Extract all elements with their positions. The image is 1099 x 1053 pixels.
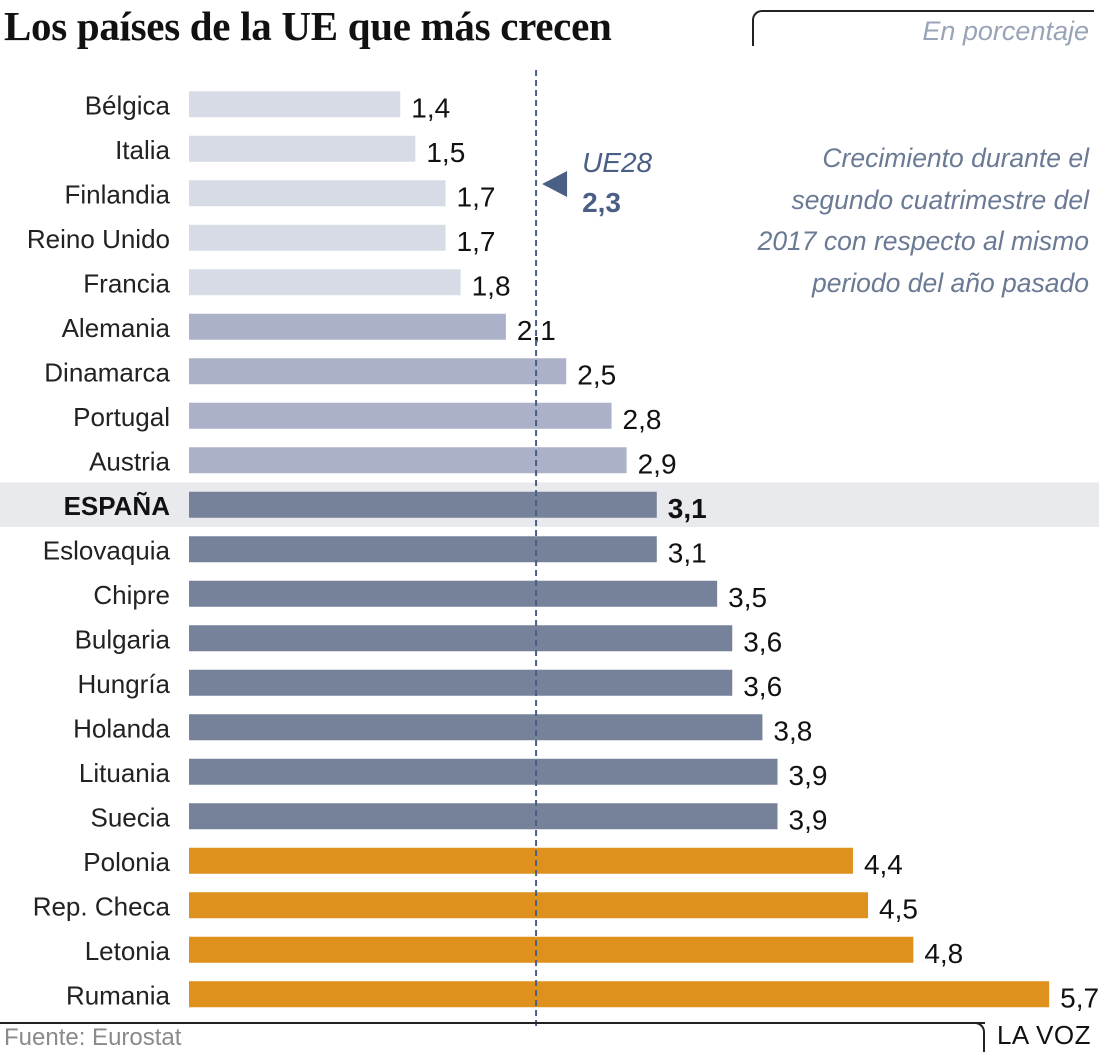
- value-label: 1,7: [457, 226, 496, 257]
- bar: [189, 269, 461, 296]
- value-label: 3,1: [668, 537, 707, 568]
- category-label: Austria: [89, 446, 170, 476]
- labels: Bélgica 1,4 Italia 1,5 Finlandia 1,7 Reino Uni…: [27, 90, 1099, 1013]
- value-label: 1,7: [457, 181, 496, 212]
- title-bracket: [752, 10, 1094, 46]
- category-label: Alemania: [62, 313, 171, 343]
- value-label: 4,5: [879, 893, 918, 924]
- footer-divider: [0, 1022, 985, 1024]
- category-label: Polonia: [83, 847, 170, 877]
- category-label: Bulgaria: [75, 624, 171, 654]
- bar: [189, 669, 733, 696]
- category-label: Dinamarca: [44, 357, 170, 387]
- category-label: Lituania: [79, 758, 171, 788]
- chart-subtitle: En porcentaje: [922, 16, 1089, 46]
- bar: [189, 803, 778, 830]
- category-label: Hungría: [78, 669, 171, 699]
- value-label: 4,4: [864, 849, 903, 880]
- chart-title: Los países de la UE que más crecen: [4, 3, 612, 49]
- value-label: 3,5: [728, 582, 767, 613]
- bar: [189, 536, 657, 563]
- value-label: 2,5: [577, 359, 616, 390]
- category-label: Letonia: [85, 936, 171, 966]
- category-label: Reino Unido: [27, 224, 170, 254]
- bar: [189, 625, 733, 652]
- bar: [189, 447, 627, 474]
- source-note: Fuente: Eurostat: [4, 1024, 182, 1051]
- brand-logo: LA VOZ: [996, 1020, 1091, 1050]
- category-label: Italia: [115, 135, 170, 165]
- bar: [189, 892, 869, 919]
- bar: [189, 313, 506, 340]
- bar: [189, 180, 446, 207]
- footer-bracket: [975, 1022, 985, 1052]
- category-label: Bélgica: [85, 90, 171, 120]
- bar: [189, 91, 401, 118]
- bar: [189, 580, 718, 607]
- value-label: 3,8: [773, 715, 812, 746]
- bar: [189, 847, 853, 874]
- value-label: 3,9: [789, 760, 828, 791]
- value-label: 1,4: [411, 92, 450, 123]
- value-label: 1,5: [426, 137, 465, 168]
- category-label: Eslovaquia: [43, 535, 171, 565]
- bar: [189, 758, 778, 785]
- category-label: Suecia: [91, 802, 171, 832]
- category-label: Chipre: [93, 580, 170, 610]
- chart-note: Crecimiento durante el segundo cuatrimes…: [757, 143, 1089, 298]
- bar: [189, 135, 416, 162]
- value-label: 5,7: [1060, 982, 1099, 1013]
- category-label: Portugal: [73, 402, 170, 432]
- value-label: 2,9: [638, 448, 677, 479]
- category-label: Finlandia: [64, 179, 170, 209]
- bar: [189, 981, 1050, 1008]
- bar: [189, 936, 914, 963]
- bar: [189, 402, 612, 429]
- value-label: 3,1: [668, 493, 707, 524]
- bars: [189, 91, 1050, 1008]
- value-label: 3,6: [743, 671, 782, 702]
- reference-value: 2,3: [582, 187, 621, 218]
- reference-label: UE28: [582, 147, 652, 178]
- category-label: Francia: [83, 268, 170, 298]
- bar: [189, 491, 657, 518]
- category-label: Rumania: [66, 980, 171, 1010]
- category-label: Rep. Checa: [33, 891, 171, 921]
- value-label: 1,8: [472, 270, 511, 301]
- bar: [189, 714, 763, 741]
- bar: [189, 358, 567, 385]
- value-label: 4,8: [924, 938, 963, 969]
- value-label: 2,8: [623, 404, 662, 435]
- reference-arrow: [542, 171, 568, 197]
- category-label: Holanda: [73, 713, 170, 743]
- bar: [189, 224, 446, 251]
- category-label: ESPAÑA: [64, 491, 171, 521]
- value-label: 3,6: [743, 626, 782, 657]
- value-label: 3,9: [789, 804, 828, 835]
